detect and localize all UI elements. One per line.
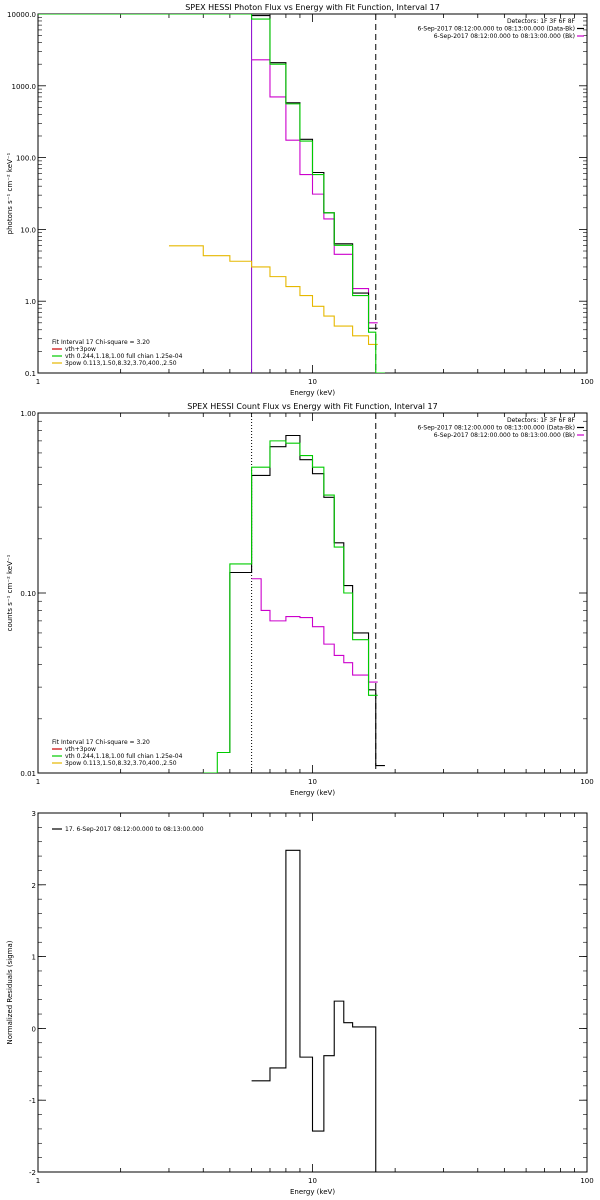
x-tick-label: 100 <box>580 378 593 386</box>
chart-panel-3: 1 10 100 Energy (keV) -2 -1 0 1 2 3 Normalized Res… <box>6 810 594 1196</box>
legend-label: 3pow 0.113,1.50,8.32,3.70,400.,2.50 <box>65 760 177 767</box>
x-axis-label: Energy (keV) <box>290 389 335 397</box>
legend-label: Fit Interval 17 Chi-square = 3.20 <box>52 339 150 346</box>
y-tick-label: -1 <box>29 1097 36 1105</box>
y-tick-label: 0 <box>32 1025 36 1033</box>
legend-label: vth 0.244,1.18,1.00 full chian 1.25e-04 <box>65 753 183 760</box>
x-tick-label: 10 <box>308 778 317 786</box>
series-line-1 <box>251 578 378 683</box>
y-tick-label: 10000.0 <box>7 11 36 19</box>
y-tick-label: 1.0 <box>25 298 36 306</box>
series-line-3 <box>203 440 378 773</box>
y-tick-label: 1.00 <box>20 410 36 418</box>
legend-label: Fit Interval 17 Chi-square = 3.20 <box>52 739 150 746</box>
y-tick-label: -2 <box>29 1169 36 1177</box>
y-axis-label: photons s⁻¹ cm⁻² keV⁻¹ <box>6 152 14 234</box>
series-line-1 <box>251 849 385 1172</box>
x-axis-label: Energy (keV) <box>290 789 335 797</box>
legend-label: 6-Sep-2017 08:12:00.000 to 08:13:00.000 … <box>434 432 575 439</box>
y-tick-label: 100.0 <box>16 155 36 163</box>
x-tick-label: 1 <box>36 378 40 386</box>
y-axis-label: counts s⁻¹ cm⁻² keV⁻¹ <box>6 554 14 631</box>
y-tick-label: 2 <box>32 882 36 890</box>
legend-label: Detectors: 1F 3F 6F 8F <box>507 417 576 424</box>
y-tick-label: 1 <box>32 954 36 962</box>
x-tick-label: 10 <box>308 378 317 386</box>
legend-label: vth 0.244,1.18,1.00 full chian 1.25e-04 <box>65 353 183 360</box>
y-tick-label: 3 <box>32 810 36 818</box>
x-axis-label: Energy (keV) <box>290 1188 335 1196</box>
legend-label: vth+3pow <box>65 746 96 753</box>
y-tick-label: 1000.0 <box>12 83 37 91</box>
legend-label: 6-Sep-2017 08:12:00.000 to 08:13:00.000 … <box>434 33 575 40</box>
chart-title: SPEX HESSI Photon Flux vs Energy with Fi… <box>185 3 440 12</box>
series-line-3 <box>251 15 378 329</box>
y-axis-label: Normalized Residuals (sigma) <box>6 940 14 1044</box>
legend-label: 3pow 0.113,1.50,8.32,3.70,400.,2.50 <box>65 360 177 367</box>
x-tick-label: 1 <box>36 1177 40 1185</box>
y-tick-label: 0.10 <box>20 590 36 598</box>
chart-title: SPEX HESSI Count Flux vs Energy with Fit… <box>187 402 438 411</box>
x-tick-label: 1 <box>36 778 40 786</box>
y-tick-label: 10.0 <box>20 226 36 234</box>
y-tick-label: 0.01 <box>20 770 36 778</box>
legend-label: 6-Sep-2017 08:12:00.000 to 08:13:00.000 … <box>417 26 575 33</box>
legend-label: Detectors: 1F 3F 6F 8F <box>507 18 576 25</box>
series-line-1 <box>168 245 378 345</box>
legend-label: vth+3pow <box>65 346 96 353</box>
series-line-2 <box>217 434 385 767</box>
x-tick-label: 100 <box>580 1177 593 1185</box>
chart-panel-1: 1 10 100 Energy (keV) 0.1 1.0 10.0 100.0 1000.0 1… <box>6 3 594 397</box>
chart-panel-2: 1 10 100 Energy (keV) 0.01 0.10 1.00 counts s⁻¹… <box>6 402 594 797</box>
y-tick-label: 0.1 <box>25 370 36 378</box>
series-line-4 <box>38 14 385 373</box>
series-line-2 <box>251 59 378 324</box>
x-tick-label: 100 <box>580 778 593 786</box>
legend-label: 17. 6-Sep-2017 08:12:00.000 to 08:13:00.… <box>65 826 204 833</box>
x-tick-label: 10 <box>308 1177 317 1185</box>
legend-label: 6-Sep-2017 08:12:00.000 to 08:13:00.000 … <box>417 425 575 432</box>
